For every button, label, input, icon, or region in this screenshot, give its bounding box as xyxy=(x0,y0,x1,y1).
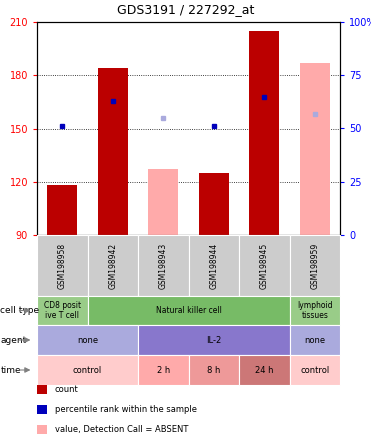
Bar xyxy=(249,31,279,235)
Text: GSM198944: GSM198944 xyxy=(209,242,218,289)
Text: GDS3191 / 227292_at: GDS3191 / 227292_at xyxy=(117,3,254,16)
Text: 24 h: 24 h xyxy=(255,365,273,374)
Text: Natural killer cell: Natural killer cell xyxy=(155,306,221,315)
Text: control: control xyxy=(73,365,102,374)
Bar xyxy=(98,68,128,235)
Text: GSM198958: GSM198958 xyxy=(58,242,67,289)
Text: IL-2: IL-2 xyxy=(206,336,221,345)
Text: count: count xyxy=(55,385,79,394)
Text: 2 h: 2 h xyxy=(157,365,170,374)
Text: cell type: cell type xyxy=(0,306,39,315)
Text: none: none xyxy=(304,336,325,345)
Text: GSM198943: GSM198943 xyxy=(159,242,168,289)
Text: time: time xyxy=(0,365,21,374)
Text: lymphoid
tissues: lymphoid tissues xyxy=(297,301,332,320)
Text: CD8 posit
ive T cell: CD8 posit ive T cell xyxy=(44,301,81,320)
Bar xyxy=(300,63,330,235)
Text: control: control xyxy=(300,365,329,374)
Text: agent: agent xyxy=(0,336,27,345)
Bar xyxy=(47,185,78,235)
Text: 8 h: 8 h xyxy=(207,365,220,374)
Bar xyxy=(148,169,178,235)
Text: percentile rank within the sample: percentile rank within the sample xyxy=(55,405,197,414)
Text: value, Detection Call = ABSENT: value, Detection Call = ABSENT xyxy=(55,425,188,434)
Text: GSM198945: GSM198945 xyxy=(260,242,269,289)
Text: none: none xyxy=(77,336,98,345)
Text: GSM198959: GSM198959 xyxy=(310,242,319,289)
Bar xyxy=(198,173,229,235)
Text: GSM198942: GSM198942 xyxy=(108,242,117,289)
